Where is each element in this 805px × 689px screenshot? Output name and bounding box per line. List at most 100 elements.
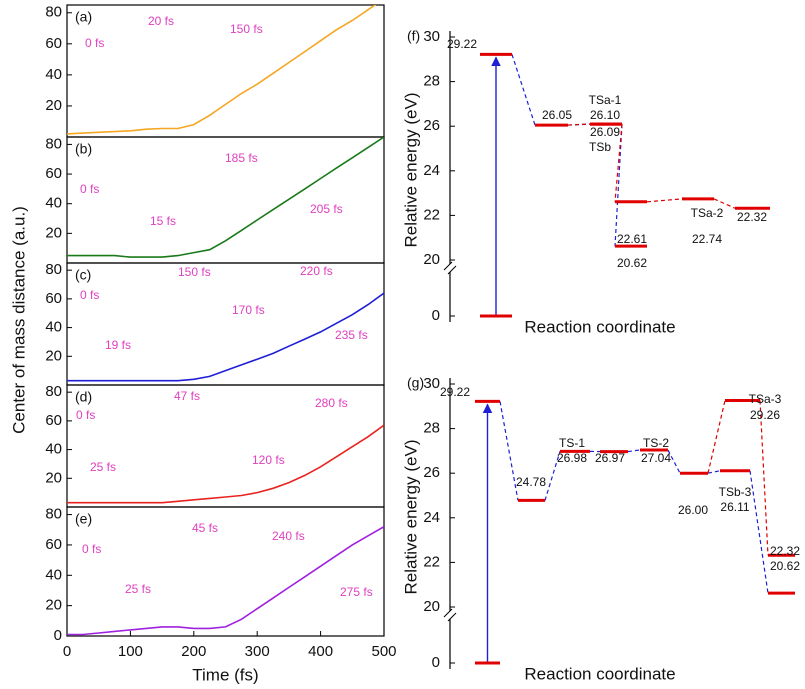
x-axis-label: Time (fs) xyxy=(192,665,258,684)
y-tick-label: 20 xyxy=(423,251,440,268)
y-tick-label: 24 xyxy=(423,162,440,179)
annotation: 47 fs xyxy=(174,389,200,403)
annotation: 20 fs xyxy=(148,14,174,28)
y-tick-label: 40 xyxy=(45,566,62,583)
y-tick-label: 80 xyxy=(45,4,62,21)
level-value: 27.04 xyxy=(641,451,671,465)
connector xyxy=(708,401,725,474)
y-tick-label: 26 xyxy=(423,464,440,481)
y-tick-label: 28 xyxy=(423,73,440,90)
y-tick-label: 40 xyxy=(45,319,62,336)
level-value: 22.61 xyxy=(617,232,647,246)
axis-break xyxy=(444,262,456,274)
level-value: 22.32 xyxy=(737,210,767,224)
x-tick-label: 400 xyxy=(308,643,333,660)
connector xyxy=(615,124,622,246)
annotation: 45 fs xyxy=(192,521,218,535)
y-tick-label: 22 xyxy=(423,206,440,223)
data-line xyxy=(67,0,384,134)
level-value: 29.26 xyxy=(750,408,780,422)
level-value: 24.78 xyxy=(516,475,546,489)
level-value: 26.00 xyxy=(678,503,708,517)
level-value: 29.22 xyxy=(447,37,477,51)
y-tick-label: 30 xyxy=(423,375,440,392)
connector xyxy=(568,124,590,125)
level-value: 26.05 xyxy=(542,108,572,122)
y-axis-label: Relative energy (eV) xyxy=(401,93,420,248)
annotation: 0 fs xyxy=(82,542,101,556)
annotation: 235 fs xyxy=(335,328,368,342)
annotation: 25 fs xyxy=(125,582,151,596)
level-name: TSb-3 xyxy=(719,485,752,499)
connector xyxy=(512,54,535,125)
y-tick-label: 40 xyxy=(45,195,62,212)
annotation: 0 fs xyxy=(80,288,99,302)
annotation: 150 fs xyxy=(230,22,263,36)
x-axis-label: Reaction coordinate xyxy=(524,317,675,336)
x-tick-label: 300 xyxy=(245,643,270,660)
y-axis-label: Center of mass distance (a.u.) xyxy=(9,206,28,434)
level-name: TSa-1 xyxy=(589,93,622,107)
connector xyxy=(647,199,682,202)
level-name: TSa-2 xyxy=(691,206,724,220)
connector xyxy=(760,401,768,556)
y-tick-label: 20 xyxy=(45,224,62,241)
y-tick-label: 20 xyxy=(45,97,62,114)
annotation: 0 fs xyxy=(80,182,99,196)
annotation: 15 fs xyxy=(150,214,176,228)
y-tick-label: 20 xyxy=(45,597,62,614)
plot-frame xyxy=(67,507,384,636)
y-tick-label: 20 xyxy=(45,347,62,364)
level-value: 22.32 xyxy=(770,544,800,558)
y-tick-label: 22 xyxy=(423,553,440,570)
annotation: 205 fs xyxy=(310,202,343,216)
y-tick-label: 80 xyxy=(45,506,62,523)
y-tick-label: 60 xyxy=(45,165,62,182)
axis-break xyxy=(444,609,456,621)
y-tick-label: 0 xyxy=(432,654,440,671)
level-value: 22.74 xyxy=(692,232,722,246)
annotation: 170 fs xyxy=(232,303,265,317)
connector xyxy=(750,471,768,593)
level-value: 20.62 xyxy=(770,559,800,573)
level-value: 26.97 xyxy=(595,451,625,465)
y-tick-label: 0 xyxy=(54,627,62,644)
level-value: 26.98 xyxy=(557,451,587,465)
y-tick-label: 80 xyxy=(45,261,62,278)
x-axis-label: Reaction coordinate xyxy=(524,664,675,683)
annotation: 19 fs xyxy=(105,338,131,352)
connector xyxy=(628,450,640,452)
y-tick-label: 60 xyxy=(45,35,62,52)
panel-label: (a) xyxy=(75,9,92,25)
panel-label: (e) xyxy=(75,511,92,527)
x-tick-label: 0 xyxy=(63,643,71,660)
x-tick-label: 100 xyxy=(118,643,143,660)
x-tick-label: 200 xyxy=(181,643,206,660)
plot-frame xyxy=(67,5,384,137)
annotation: 0 fs xyxy=(76,408,95,422)
y-tick-label: 30 xyxy=(423,28,440,45)
level-value: 26.10 xyxy=(590,108,620,122)
annotation: 275 fs xyxy=(340,585,373,599)
y-tick-label: 60 xyxy=(45,412,62,429)
level-name: TS-1 xyxy=(559,436,585,450)
panel-label: (g) xyxy=(407,375,424,391)
annotation: 220 fs xyxy=(300,264,333,278)
level-value: 20.62 xyxy=(617,256,647,270)
y-tick-label: 40 xyxy=(45,66,62,83)
y-tick-label: 28 xyxy=(423,420,440,437)
y-tick-label: 60 xyxy=(45,290,62,307)
y-axis-label: Relative energy (eV) xyxy=(401,440,420,595)
y-tick-label: 60 xyxy=(45,536,62,553)
annotation: 25 fs xyxy=(90,460,116,474)
level-value: 29.22 xyxy=(440,385,470,399)
annotation: 280 fs xyxy=(315,396,348,410)
annotation: 150 fs xyxy=(178,265,211,279)
y-tick-label: 40 xyxy=(45,441,62,458)
y-tick-label: 0 xyxy=(432,307,440,324)
y-tick-label: 80 xyxy=(45,383,62,400)
panel-label: (c) xyxy=(75,267,91,283)
connector xyxy=(708,471,720,473)
panel-label: (d) xyxy=(75,389,92,405)
y-tick-label: 20 xyxy=(423,598,440,615)
